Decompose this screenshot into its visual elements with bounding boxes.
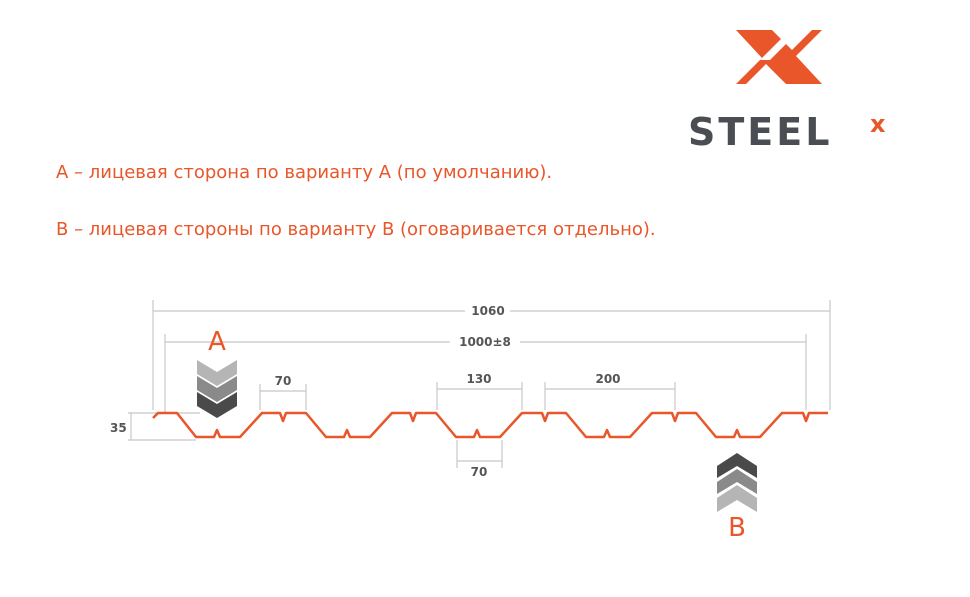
legend-line-a: А – лицевая сторона по варианту А (по ум… xyxy=(56,162,553,183)
logo-text: STEEL xyxy=(688,110,832,154)
dim-total-width: 1060 xyxy=(471,304,504,318)
dim-top-opening: 130 xyxy=(466,372,491,386)
dim-pitch: 200 xyxy=(595,372,620,386)
profile-outline xyxy=(152,411,828,439)
side-b-label: B xyxy=(728,513,746,543)
side-a-label: A xyxy=(208,327,226,357)
side-b-chevrons-icon xyxy=(717,453,757,512)
dim-height: 35 xyxy=(110,421,127,435)
logo-x-superscript: x xyxy=(870,110,886,138)
dim-top-shelf: 70 xyxy=(275,374,292,388)
dim-bottom-shelf: 70 xyxy=(471,465,488,479)
legend-line-b: В – лицевая стороны по варианту В (огова… xyxy=(56,219,656,240)
dim-useful-width: 1000±8 xyxy=(459,335,511,349)
logo-x-mark xyxy=(736,30,822,84)
steelx-logo: STEEL x xyxy=(688,30,886,154)
side-a-chevrons-icon xyxy=(197,360,237,418)
dimension-lines xyxy=(128,300,831,468)
